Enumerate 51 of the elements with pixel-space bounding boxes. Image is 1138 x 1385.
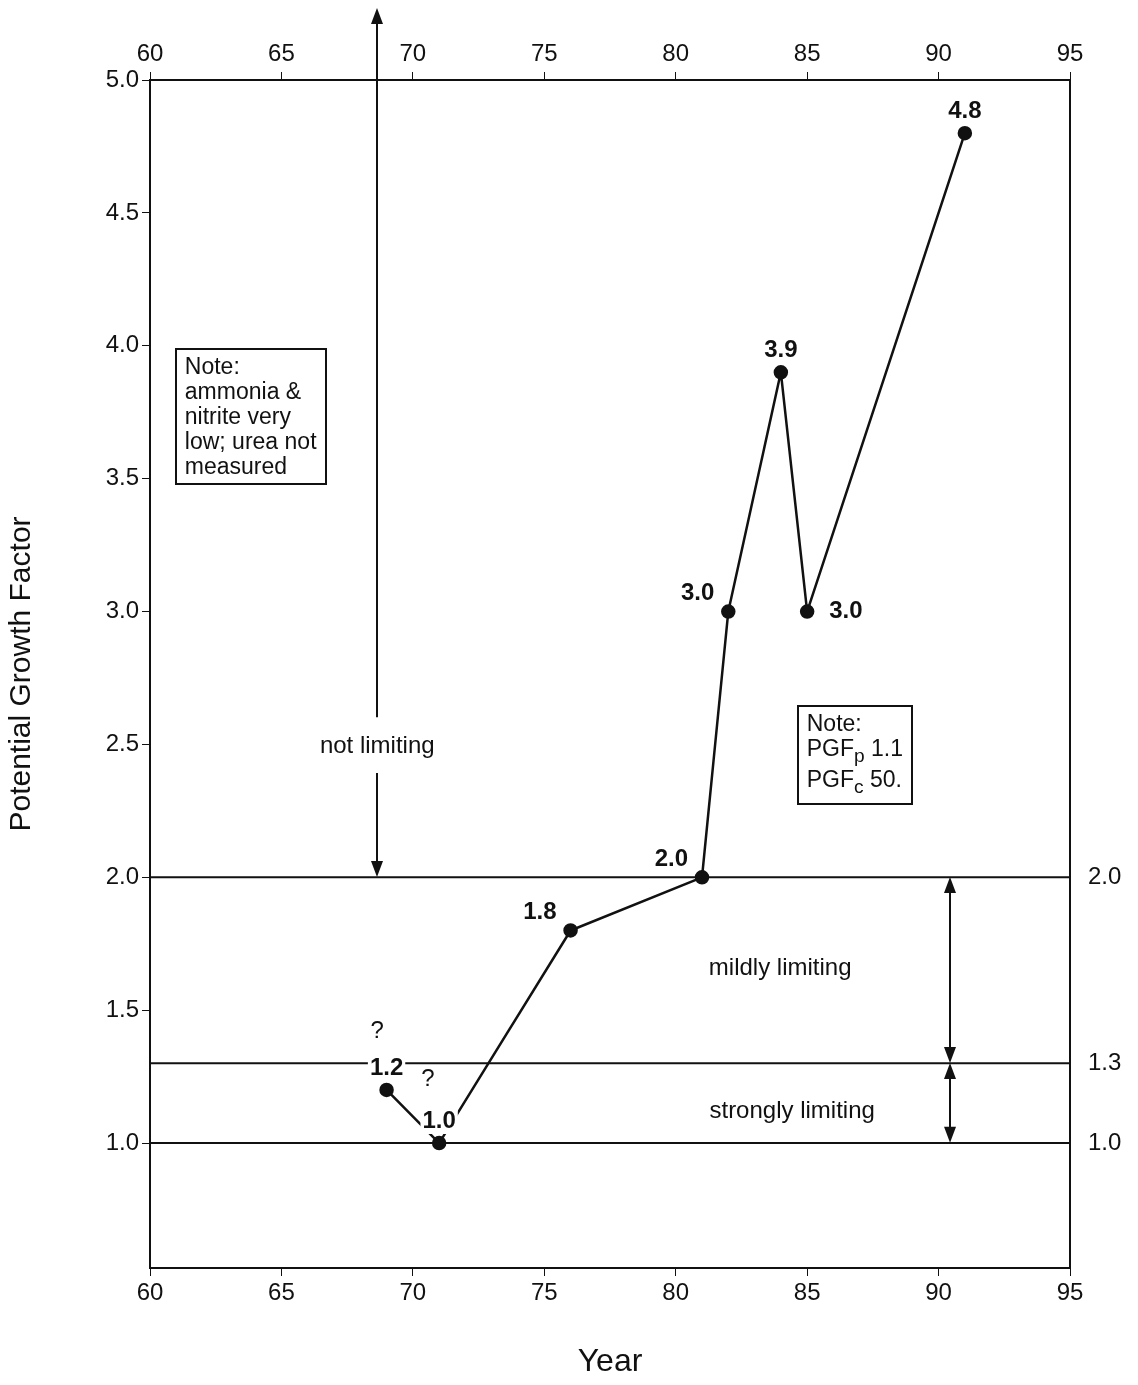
- annotation: strongly limiting: [709, 1095, 875, 1124]
- x2-tick-label: 75: [530, 39, 558, 67]
- x-axis-title: Year: [577, 1341, 643, 1378]
- x2-tick-label: 60: [136, 39, 164, 67]
- point: [563, 923, 578, 938]
- annotation: not limiting: [319, 731, 435, 760]
- y-tick-label: 5.0: [105, 64, 139, 92]
- y-tick-label: 2.5: [105, 729, 139, 757]
- point: [721, 604, 736, 619]
- x2-tick-label: 95: [1056, 39, 1084, 67]
- ref-line-label: 1.3: [1088, 1047, 1122, 1075]
- data-label: 2.0: [654, 843, 688, 871]
- point: [773, 365, 789, 380]
- data-label: 1.0: [422, 1105, 456, 1133]
- annotation: ?: [370, 1016, 384, 1045]
- y-tick-label: 1.0: [105, 1127, 139, 1155]
- x2-tick-label: 70: [399, 39, 427, 67]
- x-tick-label: 85: [793, 1278, 821, 1306]
- y-tick-label: 3.0: [105, 596, 139, 624]
- data-label: 3.0: [680, 578, 715, 606]
- x-tick-label: 80: [662, 1278, 690, 1306]
- data-label: 3.0: [829, 596, 863, 624]
- point: [379, 1082, 394, 1098]
- x2-tick-label: 65: [268, 39, 295, 67]
- x-tick-label: 95: [1056, 1278, 1084, 1306]
- x2-tick-label: 90: [925, 39, 952, 67]
- y-tick-label: 4.5: [105, 197, 139, 225]
- y-tick-label: 3.5: [105, 463, 139, 491]
- y-tick-label: 4.0: [105, 330, 139, 358]
- x-tick-label: 70: [399, 1278, 427, 1306]
- point: [957, 125, 973, 141]
- x-tick-label: 60: [136, 1278, 164, 1306]
- data-label: 1.8: [523, 897, 557, 925]
- x-tick-label: 65: [268, 1278, 295, 1306]
- annotation: ?: [421, 1063, 435, 1092]
- annotation: Note: PGF$_{p}$ 1.1 PGF$_{c}$ 50.: [796, 704, 914, 806]
- data-label: 1.2: [369, 1052, 404, 1080]
- y-tick-label: 2.0: [105, 861, 139, 889]
- annotation: Note: ammonia & nitrite very low; urea not measured: [174, 348, 327, 486]
- point: [799, 604, 815, 619]
- y-axis-title: Potential Growth Factor: [3, 516, 37, 832]
- x2-tick-label: 85: [793, 39, 821, 67]
- ref-line-label: 2.0: [1088, 861, 1122, 889]
- ref-line-label: 1.0: [1088, 1127, 1122, 1155]
- x-tick-label: 75: [530, 1278, 558, 1306]
- x-tick-label: 90: [925, 1278, 952, 1306]
- x2-tick-label: 80: [662, 39, 690, 67]
- annotation: mildly limiting: [708, 953, 852, 982]
- data-label: 3.9: [764, 334, 798, 362]
- data-label: 4.8: [948, 95, 982, 123]
- y-tick-label: 1.5: [105, 994, 139, 1022]
